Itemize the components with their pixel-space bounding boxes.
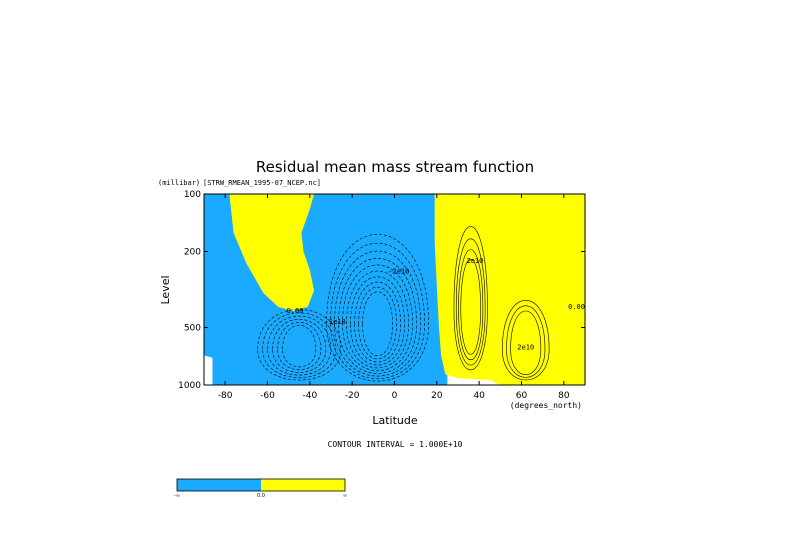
negative-contour-line <box>277 322 322 371</box>
contour-label: 0.00 <box>568 303 585 311</box>
x-tick-label: -80 <box>218 391 233 401</box>
x-tick-label: 80 <box>558 391 570 401</box>
x-tick-label: 40 <box>473 391 485 401</box>
chart-title: Residual mean mass stream function <box>256 158 534 176</box>
x-tick-label: 60 <box>516 391 528 401</box>
x-axis-ticks: -80 -60 -40 -20 0 20 40 60 80 <box>218 194 570 401</box>
contour-label: -1e10 <box>325 318 346 326</box>
colorbar-tick-middle: 0.0 <box>257 493 265 499</box>
x-units-label: (degrees_north) <box>510 401 582 410</box>
contour-interval-note: CONTOUR INTERVAL = 1.000E+10 <box>328 440 463 449</box>
negative-contour-line <box>262 312 337 378</box>
y-tick-label: 1000 <box>178 381 201 391</box>
colorbar-tick-right: ∞ <box>343 493 347 499</box>
source-label: [STRW_RMEAN_1995-07_NCEP.nc] <box>203 179 321 187</box>
plot-area <box>203 193 586 386</box>
positive-contour-line <box>510 310 542 375</box>
positive-contour-line <box>502 300 550 381</box>
negative-contour-line <box>267 316 332 376</box>
negative-contour-line <box>350 276 405 366</box>
x-axis-label: Latitude <box>372 414 418 427</box>
positive-contour-line <box>458 249 484 360</box>
positive-contour-line <box>453 226 488 370</box>
x-tick-label: -40 <box>302 391 317 401</box>
contour-label: 2e10 <box>467 257 484 265</box>
y-tick-label: 100 <box>184 190 201 200</box>
x-tick-label: -60 <box>260 391 275 401</box>
x-tick-label: -20 <box>345 391 360 401</box>
colorbar-frame <box>176 478 346 492</box>
positive-fill-region-north <box>434 194 585 385</box>
contour-label-layer: 0.00 -1e10 -2e10 2e10 2e10 0.00 <box>287 257 585 351</box>
negative-contour-line <box>342 264 413 372</box>
contour-label: 2e10 <box>517 343 534 351</box>
negative-contour-line <box>326 234 429 382</box>
contour-label: 0.00 <box>287 307 304 315</box>
positive-contour-line <box>460 259 481 355</box>
negative-contour-line <box>334 251 421 377</box>
y-axis-label: Level <box>159 275 172 304</box>
positive-contour-line <box>506 305 546 378</box>
x-tick-label: 20 <box>431 391 443 401</box>
colorbar: -∞ 0.0 ∞ <box>174 478 347 499</box>
contour-lines <box>257 226 550 382</box>
y-units-label: (millibar) <box>158 179 200 187</box>
colorbar-tick-left: -∞ <box>174 493 180 499</box>
negative-contour-line <box>358 286 397 360</box>
x-tick-label: 0 <box>392 391 398 401</box>
negative-contour-line <box>346 271 409 369</box>
colorbar-positive-segment <box>261 479 345 491</box>
y-tick-label: 500 <box>184 324 201 334</box>
negative-contour-line <box>330 242 425 379</box>
negative-contour-line <box>362 291 393 356</box>
negative-contour-line <box>354 282 401 363</box>
y-axis-ticks: 100 200 500 1000 <box>178 190 585 391</box>
colorbar-negative-segment <box>177 479 261 491</box>
y-tick-label: 200 <box>184 247 201 257</box>
positive-contour-line <box>455 238 486 366</box>
negative-contour-line <box>282 324 317 368</box>
contour-label: -2e10 <box>388 267 409 275</box>
positive-fill-region-south <box>229 194 315 311</box>
